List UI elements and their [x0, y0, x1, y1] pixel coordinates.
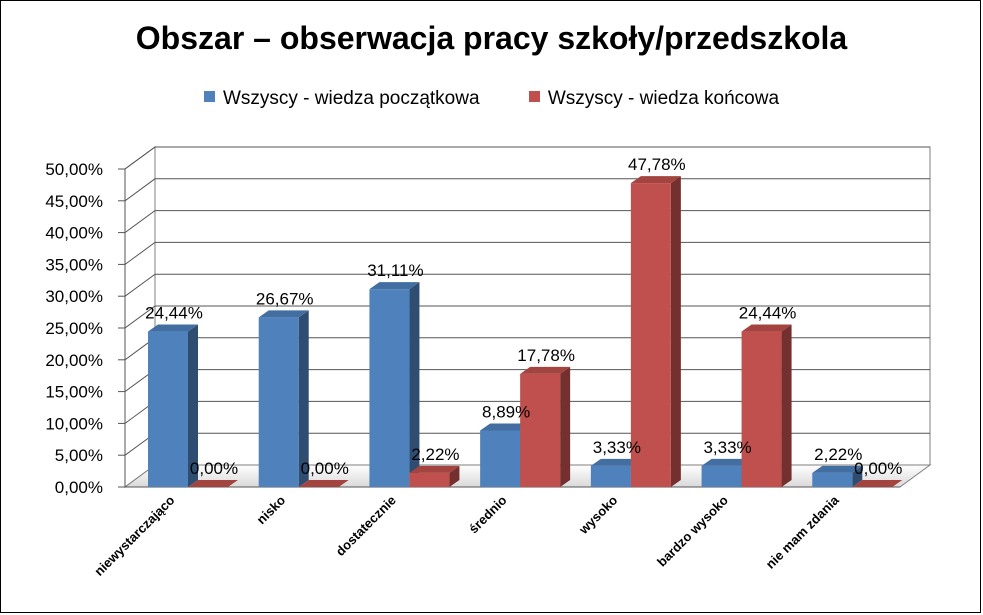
bar [148, 331, 188, 487]
bar-top [148, 324, 198, 332]
y-tick-labels: 0,00% 5,00% 10,00% 15,00% 20,00% 25,00% 30,00%… [45, 160, 125, 497]
bar [701, 465, 742, 487]
y-tick-label: 30,00% [45, 287, 103, 306]
bar [258, 317, 299, 487]
bar-side [449, 465, 460, 487]
y-tick-label: 15,00% [45, 383, 103, 402]
legend-item-series-1: Wszyscy - wiedza początkowa [203, 88, 480, 110]
data-label: 26,67% [256, 289, 314, 308]
y-tick-label: 5,00% [55, 446, 103, 465]
x-tick-label: nie mam zdania [763, 492, 843, 572]
bar-top [480, 423, 531, 431]
bar-top [520, 366, 571, 374]
bar-top [188, 480, 238, 487]
bar-side [409, 282, 420, 487]
data-label: 3,33% [593, 438, 641, 457]
bar-top [298, 480, 349, 487]
bar [520, 373, 561, 487]
x-tick-label: wysoko [575, 492, 620, 537]
bar [630, 183, 671, 487]
data-labels: 24,44% 0,00% 26,67% 0,00% 31,11% 2,22% 8,89% 17… [145, 155, 902, 478]
y-tick-label: 20,00% [45, 351, 103, 370]
data-label: 0,00% [854, 459, 902, 478]
bar-side [188, 324, 198, 487]
bar [369, 289, 410, 487]
data-label: 47,78% [628, 155, 686, 174]
bar-top [369, 282, 420, 290]
data-label: 2,22% [814, 445, 862, 464]
data-label: 3,33% [703, 438, 751, 457]
legend-label-series-2: Wszyscy - wiedza końcowa [547, 88, 780, 109]
data-label: 0,00% [301, 459, 349, 478]
x-tick-label: średnio [466, 492, 510, 536]
legend-swatch-series-1 [203, 91, 215, 103]
bar-top [409, 465, 460, 473]
bar-side [781, 324, 792, 487]
bar [812, 472, 853, 487]
bars [148, 176, 903, 487]
data-label: 24,44% [739, 304, 797, 323]
data-label: 8,89% [482, 402, 530, 421]
legend-item-series-2: Wszyscy - wiedza końcowa [528, 88, 780, 110]
legend-swatch-series-2 [528, 91, 540, 103]
bar-side [670, 176, 681, 487]
bar-top [590, 458, 641, 466]
bar [409, 472, 450, 487]
y-tick-label: 0,00% [55, 478, 103, 497]
bar-top [630, 176, 681, 184]
gridline [124, 146, 930, 170]
data-label: 31,11% [367, 261, 423, 280]
y-tick-label: 25,00% [45, 319, 103, 338]
bar [741, 331, 782, 487]
x-tick-label: bardzo wysoko [654, 492, 731, 569]
bar-top [741, 324, 792, 332]
y-tick-label: 40,00% [45, 224, 103, 243]
chart-legend: Wszyscy - wiedza początkowa Wszyscy - wi… [0, 88, 983, 110]
x-tick-labels: niewystarczająco nisko dostatecznie średnio… [91, 492, 842, 579]
chart-title: Obszar – obserwacja pracy szkoły/przedsz… [135, 20, 848, 56]
data-label: 17,78% [517, 346, 575, 365]
x-tick-label: dostatecznie [333, 493, 399, 559]
bar [590, 465, 631, 487]
x-tick-label: nisko [254, 492, 289, 527]
bar-top [701, 458, 752, 466]
legend-label-series-1: Wszyscy - wiedza początkowa [222, 88, 480, 109]
bar-top [852, 480, 903, 487]
y-tick-label: 10,00% [45, 414, 103, 433]
y-tick-label: 35,00% [45, 255, 103, 274]
x-tick-label: niewystarczająco [91, 492, 177, 578]
y-tick-label: 50,00% [45, 160, 103, 179]
data-label: 24,44% [145, 304, 203, 323]
bar-top [812, 465, 863, 473]
bar [480, 430, 521, 487]
bar-side [298, 310, 309, 487]
data-label: 2,22% [411, 445, 459, 464]
bar-side [560, 366, 571, 487]
y-tick-label: 45,00% [45, 192, 103, 211]
data-label: 0,00% [190, 459, 238, 478]
bar-top [258, 310, 309, 318]
bar-side [852, 465, 863, 487]
